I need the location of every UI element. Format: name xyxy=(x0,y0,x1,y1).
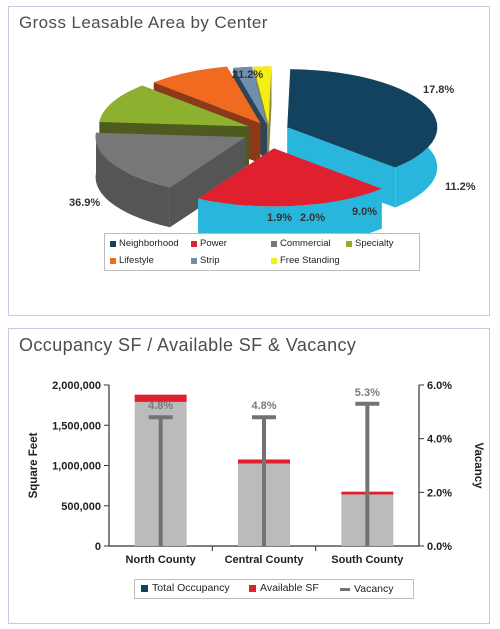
y-tick-label-right: 4.0% xyxy=(427,434,452,446)
pie-slice-top-commercial xyxy=(95,132,246,188)
legend-item-total-occupancy: Total Occupancy xyxy=(141,582,230,594)
x-tick-label-north-county: North County xyxy=(126,554,197,566)
pie-slice-top-free-standing xyxy=(253,66,272,125)
legend-label-total-occupancy: Total Occupancy xyxy=(152,582,230,594)
pie-label-lifestyle: 9.0% xyxy=(352,206,378,218)
vacancy-label-north-county: 4.8% xyxy=(148,400,173,412)
legend-item-lifestyle: Lifestyle xyxy=(110,255,154,266)
legend-label-lifestyle: Lifestyle xyxy=(119,255,154,266)
legend-label-neighborhood: Neighborhood xyxy=(119,238,179,249)
pie-slice-commercial xyxy=(95,132,246,228)
x-tick-label-central-county: Central County xyxy=(225,554,305,566)
gla-pie-chart xyxy=(95,66,438,247)
legend-item-strip: Strip xyxy=(191,255,220,266)
legend-swatch-total-occupancy xyxy=(141,584,148,592)
y-tick-label-left: 1,000,000 xyxy=(52,461,101,473)
y-tick-label-left: 500,000 xyxy=(61,501,101,513)
legend-item-commercial: Commercial xyxy=(271,238,331,249)
legend-swatch-available-sf xyxy=(249,584,256,592)
gla-chart-title: Gross Leasable Area by Center xyxy=(19,13,268,32)
pie-slice-top-lifestyle xyxy=(153,66,261,124)
legend-swatch-neighborhood xyxy=(110,240,116,247)
occupancy-chart-title: Occupancy SF / Available SF & Vacancy xyxy=(19,335,357,355)
pie-slice-side-commercial xyxy=(95,132,170,228)
y-tick-label-left: 2,000,000 xyxy=(52,380,101,392)
bar-available-sf-north-county xyxy=(134,394,187,402)
pie-slice-top-strip xyxy=(233,66,267,125)
legend-swatch-strip xyxy=(191,257,197,264)
pie-label-power: 21.2% xyxy=(232,69,264,81)
occupancy-legend: Total Occupancy Available SF Vacancy xyxy=(134,579,414,599)
legend-label-strip: Strip xyxy=(200,255,220,266)
legend-item-power: Power xyxy=(191,238,227,249)
legend-label-available-sf: Available SF xyxy=(260,582,319,594)
legend-swatch-lifestyle xyxy=(110,257,116,264)
occupancy-chart-panel: Occupancy SF / Available SF & Vacancy 0 5… xyxy=(8,328,490,624)
legend-item-vacancy: Vacancy xyxy=(340,583,394,595)
legend-label-commercial: Commercial xyxy=(280,238,331,249)
vacancy-label-central-county: 4.8% xyxy=(251,400,276,412)
legend-swatch-specialty xyxy=(346,240,352,247)
legend-item-available-sf: Available SF xyxy=(249,582,319,594)
legend-item-specialty: Specialty xyxy=(346,238,394,249)
pie-slice-top-neighborhood xyxy=(287,69,438,168)
legend-label-specialty: Specialty xyxy=(355,238,394,249)
legend-swatch-vacancy xyxy=(340,587,350,591)
gla-chart-panel: Gross Leasable Area by Center 21.2% 17.8… xyxy=(8,6,490,316)
pie-slice-top-power xyxy=(198,148,382,207)
legend-label-power: Power xyxy=(200,238,227,249)
x-tick-label-south-county: South County xyxy=(331,554,404,566)
legend-swatch-power xyxy=(191,240,197,247)
y-tick-label-right: 0.0% xyxy=(427,541,452,553)
pie-label-neighborhood: 36.9% xyxy=(69,197,101,209)
pie-slice-side-power xyxy=(198,188,382,247)
legend-item-neighborhood: Neighborhood xyxy=(110,238,179,249)
y-axis-title-left: Square Feet xyxy=(28,432,40,498)
gla-legend: Neighborhood Power Commercial Specialty … xyxy=(104,233,420,271)
pie-label-specialty: 11.2% xyxy=(445,181,476,193)
legend-label-vacancy: Vacancy xyxy=(354,583,394,595)
pie-label-commercial: 17.8% xyxy=(423,84,455,96)
y-tick-label-right: 6.0% xyxy=(427,380,452,392)
pie-slice-top-specialty xyxy=(99,85,249,127)
pie-slice-power xyxy=(198,148,382,247)
legend-swatch-free-standing xyxy=(271,257,277,264)
pie-label-strip: 2.0% xyxy=(300,212,326,224)
legend-item-free-standing: Free Standing xyxy=(271,255,340,266)
y-axis-title-right: Vacancy xyxy=(472,442,484,489)
legend-swatch-commercial xyxy=(271,240,277,247)
pie-label-free-standing: 1.9% xyxy=(267,212,293,224)
y-tick-label-left: 1,500,000 xyxy=(52,420,101,432)
y-tick-label-right: 2.0% xyxy=(427,487,452,499)
y-tick-label-left: 0 xyxy=(95,541,101,553)
legend-label-free-standing: Free Standing xyxy=(280,255,340,266)
vacancy-label-south-county: 5.3% xyxy=(355,387,380,399)
occupancy-bar-chart: 0 500,000 1,000,000 1,500,000 2,000,000 0.0% 2… xyxy=(28,380,484,566)
